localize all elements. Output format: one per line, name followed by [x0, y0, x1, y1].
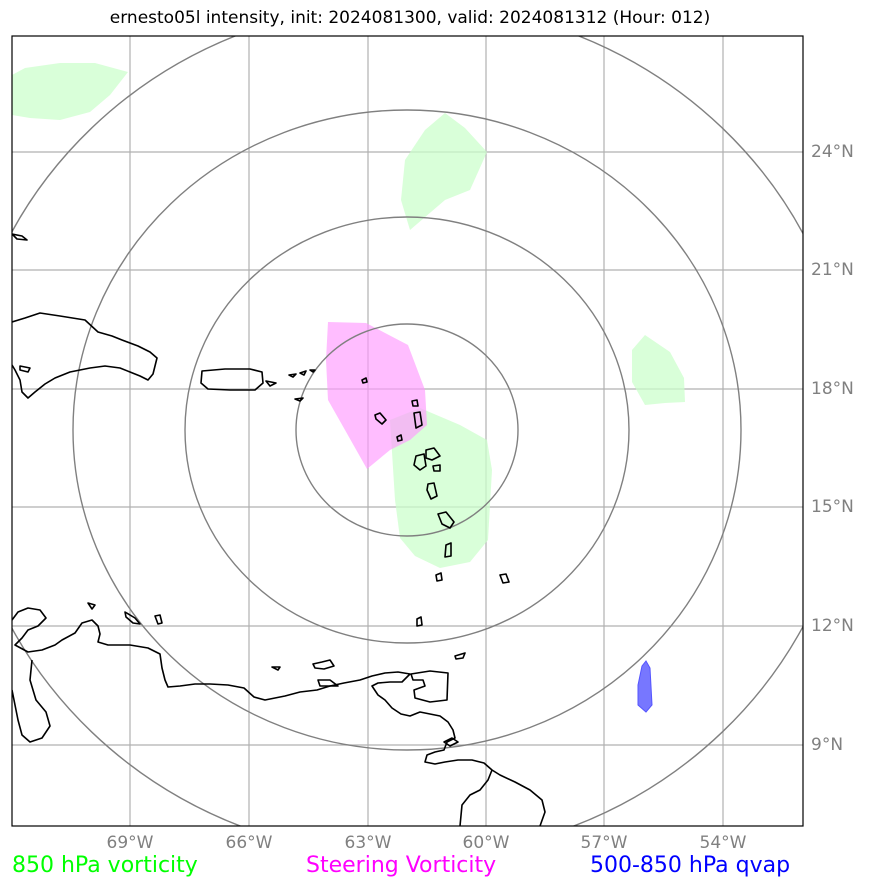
qvap-fill — [637, 660, 653, 713]
lat-label-24n: 24°N — [811, 142, 854, 162]
map-title: ernesto05l intensity, init: 2024081300, … — [109, 8, 711, 28]
lon-label-63w: 63°W — [344, 833, 392, 853]
lon-label-57w: 57°W — [580, 833, 628, 853]
lon-label-69w: 69°W — [106, 833, 154, 853]
steering-vorticity-fill — [326, 322, 427, 469]
lat-label-12n: 12°N — [811, 616, 854, 636]
lat-label-18n: 18°N — [811, 379, 854, 399]
range-rings — [12, 36, 803, 826]
lat-label-21n: 21°N — [811, 260, 854, 280]
lon-label-54w: 54°W — [699, 833, 747, 853]
lon-label-66w: 66°W — [225, 833, 273, 853]
lat-label-9n: 9°N — [811, 735, 844, 755]
map-frame — [11, 35, 804, 827]
lat-label-15n: 15°N — [811, 497, 854, 517]
legend-vorticity-850: 850 hPa vorticity — [12, 853, 198, 878]
vorticity-850-fill — [12, 63, 685, 568]
coastlines — [12, 233, 546, 826]
legend-qvap: 500-850 hPa qvap — [590, 853, 791, 878]
legend-steering-vorticity: Steering Vorticity — [306, 853, 497, 878]
lon-label-60w: 60°W — [462, 833, 510, 853]
